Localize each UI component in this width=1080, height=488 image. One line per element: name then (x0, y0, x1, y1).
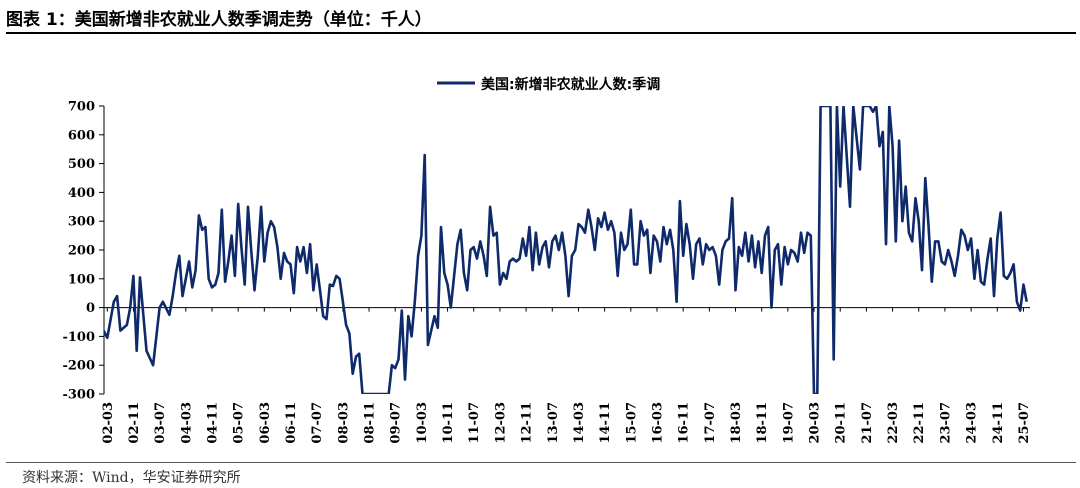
x-tick-label: 18-11 (755, 402, 770, 444)
x-tick-label: 13-07 (546, 402, 561, 444)
source-rule (6, 462, 1076, 463)
x-tick-label: 08-03 (336, 402, 351, 444)
x-tick-label: 07-07 (310, 402, 325, 444)
x-tick-label: 09-07 (389, 402, 404, 444)
y-tick-label: 300 (68, 215, 95, 230)
x-tick-label: 08-11 (363, 402, 378, 444)
source-note: 资料来源：Wind，华安证券研究所 (22, 470, 241, 486)
y-tick-label: 600 (68, 128, 95, 143)
y-tick-label: 700 (68, 100, 95, 115)
x-tick-label: 02-03 (101, 402, 116, 444)
x-tick-label: 03-07 (153, 402, 168, 444)
x-tick-label: 16-03 (650, 402, 665, 444)
x-tick-label: 16-11 (677, 402, 692, 444)
series-line-0 (104, 106, 1028, 394)
title-rule (6, 32, 1076, 34)
x-tick-label: 20-11 (834, 402, 849, 444)
figure-title: 图表 1：美国新增非农就业人数季调走势（单位：千人） (6, 10, 432, 30)
x-tick-label: 15-07 (624, 402, 639, 444)
x-tick-label: 14-11 (598, 402, 613, 444)
x-tick-label: 21-07 (860, 402, 875, 444)
x-tick-label: 20-03 (808, 402, 823, 444)
y-tick-label: 200 (68, 244, 95, 259)
x-tick-label: 12-03 (493, 402, 508, 444)
plot-area (104, 106, 1028, 394)
y-tick-label: 400 (68, 186, 95, 201)
y-axis: -300 -200 -100 0 100 200 300 400 500 600 700 (62, 100, 105, 403)
y-tick-label: -300 (62, 388, 95, 403)
x-tick-label: 06-03 (258, 402, 273, 444)
x-axis: 02-03 02-11 03-07 04-03 04-11 05-07 06-03 06-11… (101, 307, 1032, 444)
x-tick-label: 23-07 (938, 402, 953, 444)
y-tick-label: -100 (62, 330, 95, 345)
x-tick-label: 06-11 (284, 402, 299, 444)
x-tick-label: 04-11 (205, 402, 220, 444)
y-tick-label: 100 (68, 272, 95, 287)
x-tick-label: 22-11 (912, 402, 927, 444)
x-tick-label: 18-03 (729, 402, 744, 444)
x-tick-label: 14-03 (572, 402, 587, 444)
y-tick-label: 0 (86, 301, 95, 316)
x-tick-label: 04-03 (179, 402, 194, 444)
x-tick-label: 05-07 (232, 402, 247, 444)
x-tick-label: 22-03 (886, 402, 901, 444)
x-tick-label: 02-11 (127, 402, 142, 444)
x-tick-label: 11-07 (467, 402, 482, 444)
x-tick-label: 25-07 (1017, 402, 1032, 444)
x-tick-label: 24-03 (965, 402, 980, 444)
legend: 美国:新增非农就业人数:季调 (437, 76, 660, 93)
y-tick-label: 500 (68, 157, 95, 172)
x-tick-label: 19-07 (781, 402, 796, 444)
x-tick-label: 12-11 (520, 402, 535, 444)
y-tick-label: -200 (62, 359, 95, 374)
x-tick-label: 10-11 (441, 402, 456, 444)
x-tick-label: 24-11 (991, 402, 1006, 444)
legend-label: 美国:新增非农就业人数:季调 (481, 76, 660, 93)
x-tick-label: 10-03 (415, 402, 430, 444)
x-tick-label: 17-07 (703, 402, 718, 444)
